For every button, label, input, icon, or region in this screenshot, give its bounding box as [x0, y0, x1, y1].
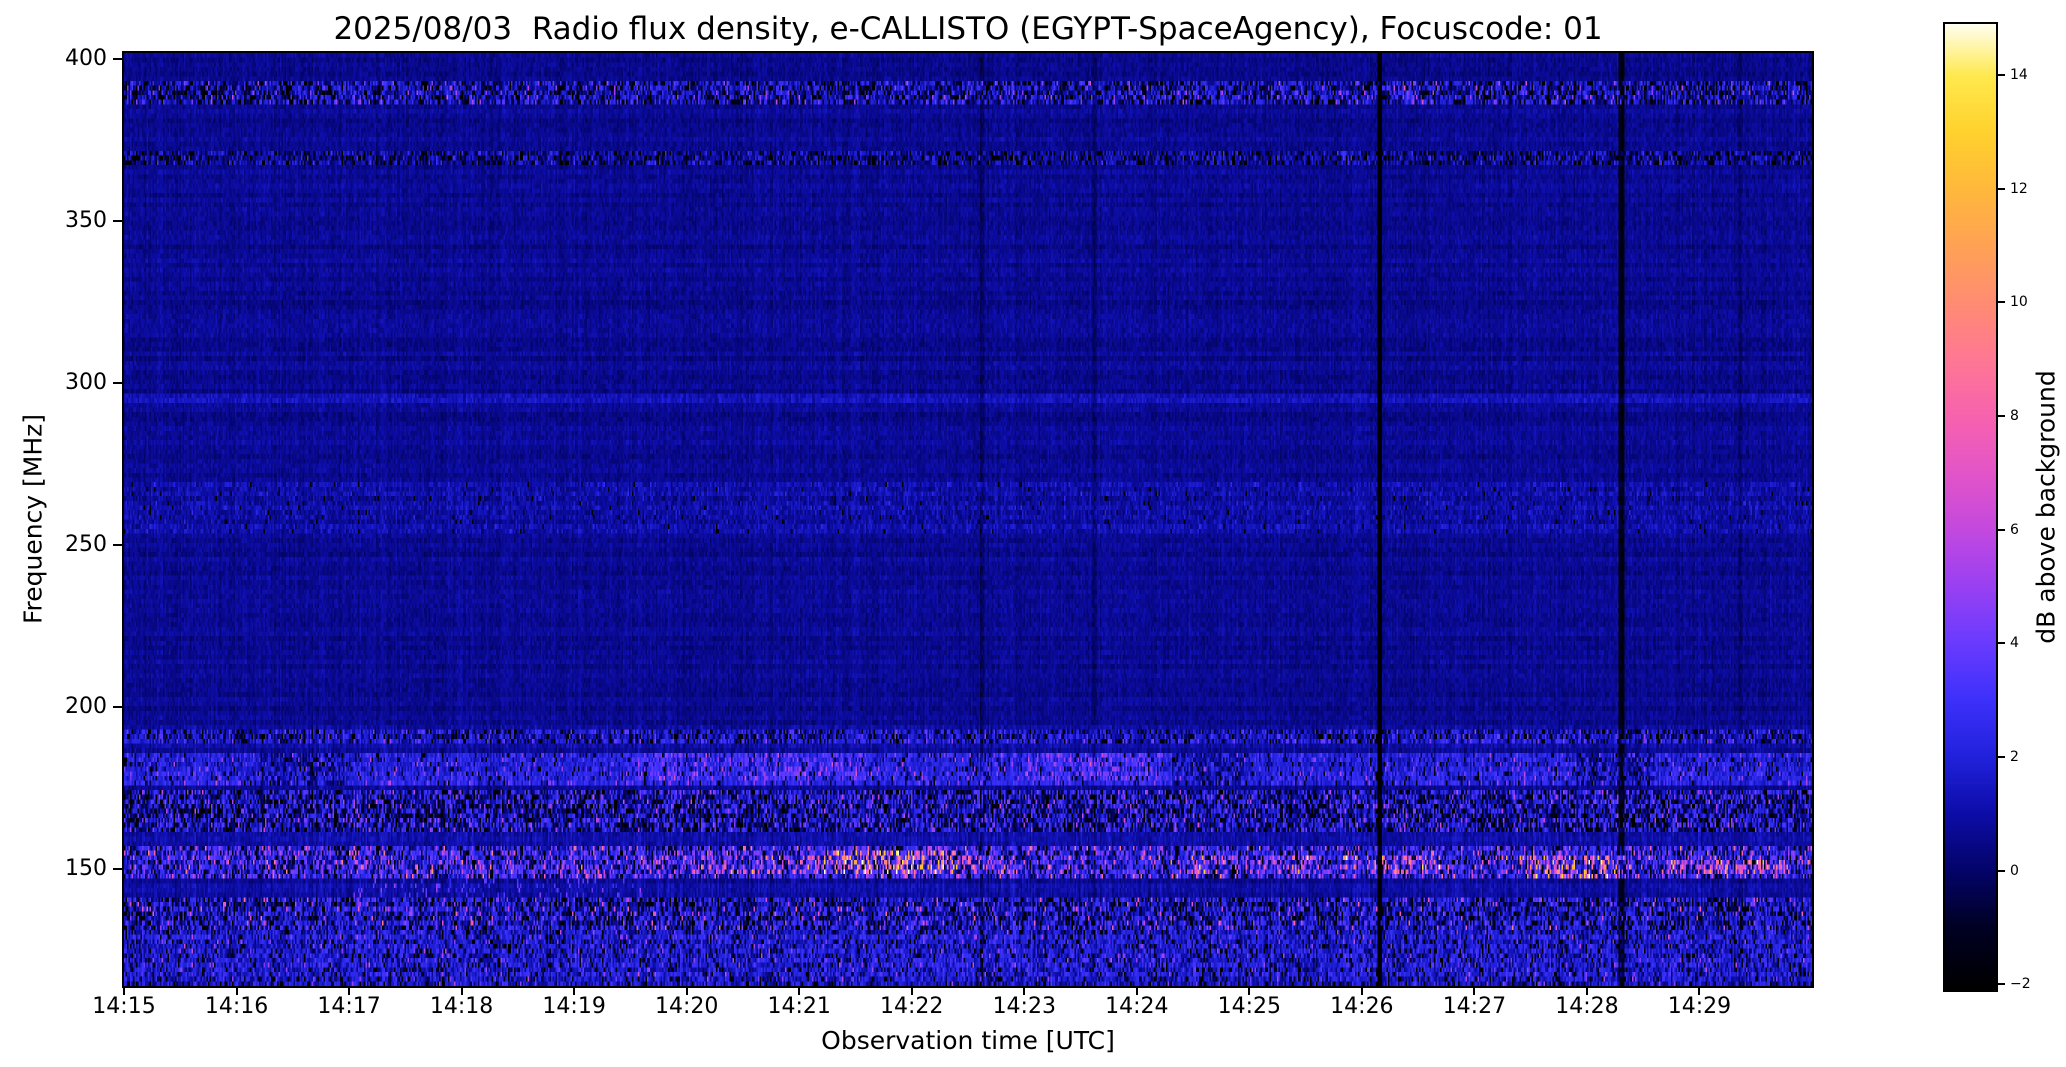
x-tick-label: 14:26 [1330, 994, 1394, 1019]
x-tick-mark [1585, 986, 1588, 995]
x-tick-label: 14:25 [1217, 994, 1282, 1019]
y-tick-label: 200 [65, 694, 107, 720]
x-tick-label: 14:15 [92, 994, 156, 1019]
y-tick-label: 250 [65, 532, 107, 558]
y-tick-label: 400 [65, 46, 107, 72]
colorbar-tick-mark [1998, 187, 2005, 190]
colorbar-tick-label: 10 [2010, 294, 2028, 311]
colorbar-tick-mark [1998, 756, 2005, 759]
plot-area [122, 51, 1814, 988]
x-tick-mark [348, 986, 351, 995]
x-tick-mark [1023, 986, 1026, 995]
y-tick-mark [113, 220, 122, 223]
y-tick-label: 300 [65, 370, 107, 396]
colorbar-tick-label: 12 [2010, 180, 2028, 197]
x-tick-label: 14:20 [654, 994, 719, 1019]
x-tick-mark [573, 986, 576, 995]
colorbar-tick-mark [1998, 869, 2005, 872]
y-tick-mark [113, 868, 122, 871]
colorbar-tick-mark [1998, 983, 2005, 986]
y-tick-label: 350 [65, 208, 107, 234]
colorbar-tick-mark [1998, 415, 2005, 418]
colorbar-tick-label: 2 [2010, 749, 2019, 766]
x-axis-label: Observation time [UTC] [821, 1026, 1115, 1055]
colorbar-tick-label: −2 [2010, 976, 2031, 993]
x-tick-mark [1698, 986, 1701, 995]
x-tick-mark [685, 986, 688, 995]
x-tick-mark [1135, 986, 1138, 995]
x-tick-label: 14:17 [317, 994, 381, 1019]
y-tick-label: 150 [65, 856, 107, 882]
x-tick-mark [1473, 986, 1476, 995]
x-tick-label: 14:21 [767, 994, 831, 1019]
y-tick-mark [113, 382, 122, 385]
x-tick-label: 14:23 [992, 994, 1056, 1019]
colorbar-label: dB above background [2031, 370, 2061, 644]
colorbar-tick-label: 0 [2010, 862, 2019, 879]
colorbar-gradient-canvas [1945, 24, 1996, 990]
x-tick-mark [460, 986, 463, 995]
y-tick-mark [113, 58, 122, 61]
x-tick-label: 14:19 [542, 994, 606, 1019]
spectrogram-heatmap-canvas [124, 53, 1812, 986]
x-tick-mark [910, 986, 913, 995]
x-tick-mark [123, 986, 125, 995]
x-tick-label: 14:22 [880, 994, 944, 1019]
colorbar-tick-mark [1998, 642, 2005, 645]
x-tick-label: 14:16 [204, 994, 269, 1019]
y-tick-mark [113, 706, 122, 709]
colorbar-tick-mark [1998, 528, 2005, 531]
x-tick-mark [235, 986, 238, 995]
x-tick-mark [798, 986, 801, 995]
colorbar-tick-label: 6 [2010, 521, 2019, 538]
colorbar-tick-mark [1998, 301, 2005, 304]
y-axis-label: Frequency [MHz] [18, 413, 48, 625]
colorbar-tick-label: 14 [2010, 67, 2028, 84]
chart-title: 2025/08/03 Radio flux density, e-CALLIST… [333, 11, 1603, 47]
x-tick-label: 14:27 [1442, 994, 1507, 1019]
x-tick-mark [1248, 986, 1251, 995]
x-tick-label: 14:18 [429, 994, 494, 1019]
y-tick-mark [113, 544, 122, 547]
colorbar-tick-label: 4 [2010, 635, 2019, 652]
colorbar-tick-label: 8 [2010, 408, 2019, 425]
x-tick-label: 14:24 [1105, 994, 1169, 1019]
colorbar [1943, 22, 1998, 992]
x-tick-mark [1360, 986, 1363, 995]
colorbar-tick-mark [1998, 74, 2005, 77]
x-tick-label: 14:28 [1555, 994, 1619, 1019]
x-tick-label: 14:29 [1667, 994, 1732, 1019]
